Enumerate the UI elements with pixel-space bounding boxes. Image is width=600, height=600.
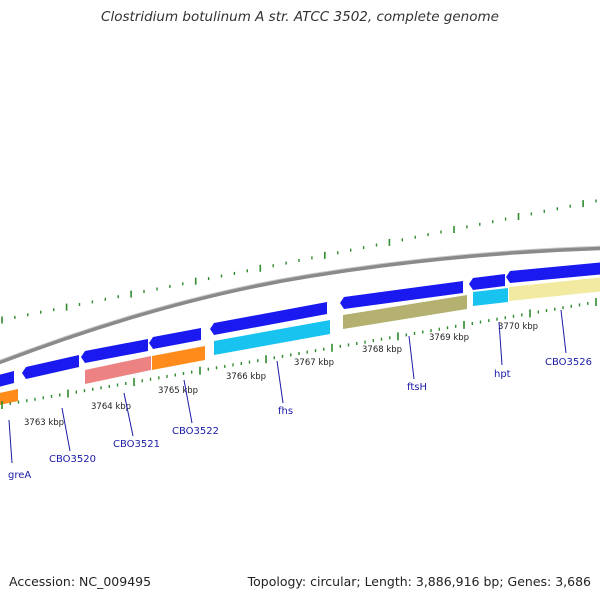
inner-tick-track xyxy=(1,298,597,409)
gene-block-cyan[interactable] xyxy=(473,288,508,306)
genes-count-label: Genes: 3,686 xyxy=(507,574,591,589)
gene-label-grea[interactable]: greA xyxy=(8,470,31,481)
scale-label: 3765 kbp xyxy=(158,386,198,396)
gene-arrow[interactable] xyxy=(340,281,463,309)
accession-label: Accession: NC_009495 xyxy=(9,574,152,589)
scale-label: 3766 kbp xyxy=(226,372,266,382)
gene-label-hpt[interactable]: hpt xyxy=(494,369,511,380)
gene-label-cbo3526[interactable]: CBO3526 xyxy=(545,357,592,368)
forward-strand-genes xyxy=(0,262,600,388)
gene-label-cbo3522[interactable]: CBO3522 xyxy=(172,426,219,437)
gene-label-fhs[interactable]: fhs xyxy=(278,406,293,417)
gene-label-cbo3520[interactable]: CBO3520 xyxy=(49,454,96,465)
gene-arrow[interactable] xyxy=(149,328,201,349)
gene-arrow[interactable] xyxy=(81,339,148,363)
page-title: Clostridium botulinum A str. ATCC 3502, … xyxy=(101,9,499,25)
scale-label: 3769 kbp xyxy=(429,333,469,343)
scale-labels: 3763 kbp 3764 kbp 3765 kbp 3766 kbp 3767… xyxy=(24,322,538,428)
gene-label-ftsh[interactable]: ftsH xyxy=(407,382,427,393)
gene-arrow[interactable] xyxy=(0,371,14,388)
feature-genes xyxy=(0,277,600,406)
gene-block-cyan[interactable] xyxy=(214,320,330,355)
gene-labels: greA CBO3520 CBO3521 CBO3522 fhs ftsH hp… xyxy=(8,357,592,481)
length-label: Length: 3,886,916 bp xyxy=(364,574,500,589)
scale-label: 3763 kbp xyxy=(24,418,64,428)
scale-label: 3768 kbp xyxy=(362,345,402,355)
scale-label: 3764 kbp xyxy=(91,402,131,412)
gene-arrow[interactable] xyxy=(469,274,505,290)
scale-label: 3767 kbp xyxy=(294,358,334,368)
gene-arrow[interactable] xyxy=(22,355,79,379)
gene-block-orange[interactable] xyxy=(0,389,18,406)
genome-backbone xyxy=(0,246,600,365)
gene-label-leaders xyxy=(8,309,567,464)
gene-arrow[interactable] xyxy=(210,302,327,335)
gene-block-orange[interactable] xyxy=(152,346,205,370)
gene-block-yellow[interactable] xyxy=(509,277,600,301)
scale-label: 3770 kbp xyxy=(498,322,538,332)
genome-summary: Topology: circular; Length: 3,886,916 bp… xyxy=(247,574,591,589)
gene-arrow[interactable] xyxy=(506,262,600,283)
gene-block-pink[interactable] xyxy=(85,356,151,384)
gene-block-olive[interactable] xyxy=(343,295,467,329)
gene-label-cbo3521[interactable]: CBO3521 xyxy=(113,439,160,450)
outer-tick-track xyxy=(1,199,597,324)
topology-label: Topology: circular xyxy=(247,574,357,589)
